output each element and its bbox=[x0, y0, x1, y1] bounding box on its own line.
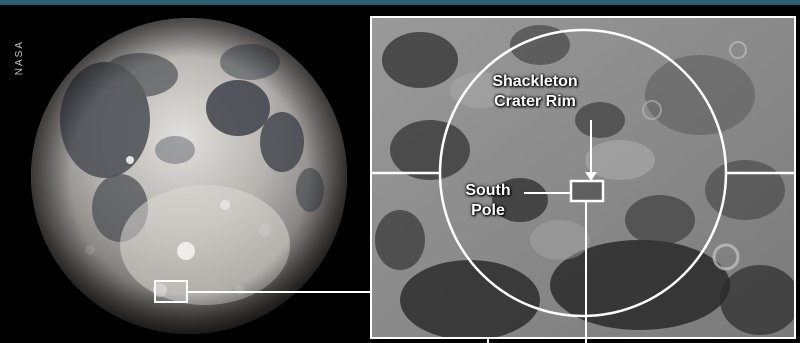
south-pole-label-line2: Pole bbox=[471, 202, 505, 219]
detail-panel bbox=[370, 16, 796, 339]
pole-region-box bbox=[154, 280, 188, 303]
south-pole-label-line1: South bbox=[465, 182, 511, 199]
crater-rim-arrow bbox=[585, 172, 597, 181]
crater-rim-label-line2: Crater Rim bbox=[494, 93, 576, 110]
top-bar bbox=[0, 0, 800, 5]
crater-rim-label-line1: Shackleton bbox=[492, 73, 578, 90]
credit-label: NASA bbox=[14, 40, 25, 76]
south-pole-marker bbox=[569, 179, 605, 203]
crater-rim-label: Shackleton Crater Rim bbox=[480, 72, 590, 112]
south-pole-label: South Pole bbox=[456, 181, 520, 221]
moon-globe bbox=[31, 18, 347, 334]
